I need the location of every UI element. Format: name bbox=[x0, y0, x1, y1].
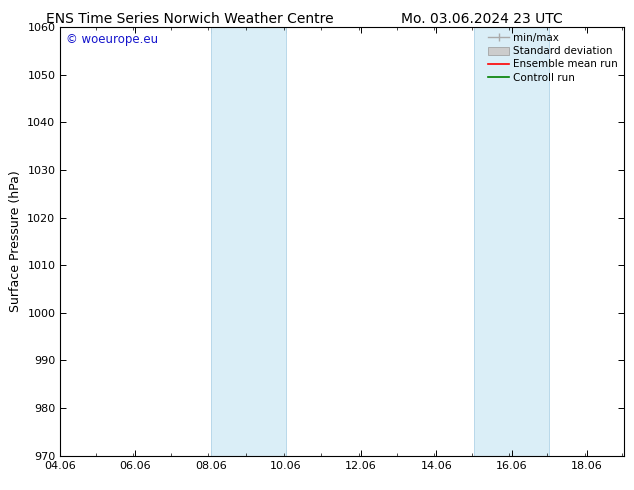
Y-axis label: Surface Pressure (hPa): Surface Pressure (hPa) bbox=[9, 171, 22, 312]
Legend: min/max, Standard deviation, Ensemble mean run, Controll run: min/max, Standard deviation, Ensemble me… bbox=[484, 29, 623, 87]
Bar bbox=[210, 27, 286, 456]
Text: © woeurope.eu: © woeurope.eu bbox=[66, 33, 158, 47]
Text: ENS Time Series Norwich Weather Centre: ENS Time Series Norwich Weather Centre bbox=[46, 12, 334, 26]
Text: Mo. 03.06.2024 23 UTC: Mo. 03.06.2024 23 UTC bbox=[401, 12, 563, 26]
Bar bbox=[474, 27, 549, 456]
